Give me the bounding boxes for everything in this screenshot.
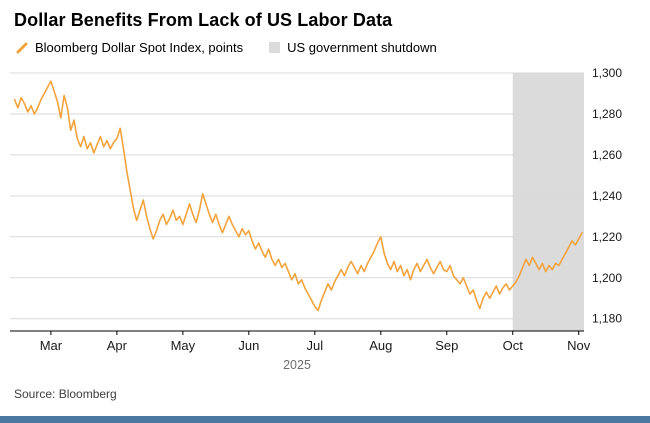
x-axis-label: Jun <box>238 338 259 353</box>
legend-label-series: Bloomberg Dollar Spot Index, points <box>35 40 244 55</box>
legend-item-series: Bloomberg Dollar Spot Index, points <box>16 40 243 55</box>
year-label: 2025 <box>283 358 311 371</box>
y-axis-label: 1,260 <box>592 148 622 162</box>
y-axis-label: 1,180 <box>592 312 622 326</box>
x-axis-label: Nov <box>567 338 591 353</box>
chart-title: Dollar Benefits From Lack of US Labor Da… <box>14 10 393 30</box>
legend-label-band: US government shutdown <box>287 40 437 55</box>
x-axis-label: Mar <box>40 338 63 353</box>
legend: Bloomberg Dollar Spot Index, points US g… <box>16 40 636 55</box>
x-axis-label: Oct <box>503 338 524 353</box>
x-axis-label: Sep <box>435 338 458 353</box>
band-swatch-icon <box>269 42 281 53</box>
footer-bar <box>0 416 650 423</box>
x-axis-label: May <box>171 338 196 353</box>
shutdown-band <box>512 73 584 331</box>
x-axis-label: Aug <box>369 338 392 353</box>
x-axis-label: Jul <box>307 338 324 353</box>
series-line <box>13 80 583 312</box>
y-axis-label: 1,300 <box>592 66 622 80</box>
line-series-icon <box>16 42 28 54</box>
chart-canvas: 1,300 1,280 1,260 1,240 1,220 1,200 1,180 Mar Ap… <box>10 66 622 371</box>
y-axis-label: 1,220 <box>592 230 622 244</box>
y-axis-label: 1,280 <box>592 107 622 121</box>
y-axis-label: 1,240 <box>592 189 622 203</box>
legend-item-band: US government shutdown <box>269 40 437 55</box>
source-attribution: Source: Bloomberg <box>14 387 117 401</box>
y-axis-label: 1,200 <box>592 271 622 285</box>
x-axis-label: Apr <box>107 338 128 353</box>
